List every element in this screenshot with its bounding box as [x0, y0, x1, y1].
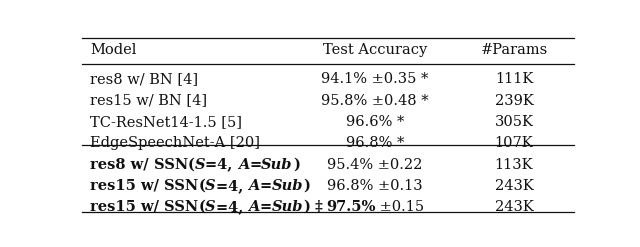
Text: A: A [248, 200, 260, 214]
Text: (: ( [188, 158, 195, 172]
Text: =: = [249, 158, 261, 172]
Text: 94.1% ±0.35 *: 94.1% ±0.35 * [321, 72, 429, 86]
Text: TC-ResNet14-1.5 [5]: TC-ResNet14-1.5 [5] [90, 115, 242, 129]
Text: 95.8% ±0.48 *: 95.8% ±0.48 * [321, 94, 429, 108]
Text: (: ( [198, 200, 205, 214]
Text: S: S [205, 179, 216, 193]
Text: Model: Model [90, 43, 136, 57]
Text: SSN: SSN [164, 179, 198, 193]
Text: =4,: =4, [216, 200, 248, 214]
Text: (: ( [198, 179, 205, 193]
Text: ): ) [303, 200, 310, 214]
Text: ): ) [292, 158, 300, 172]
Text: S: S [195, 158, 205, 172]
Text: ): ) [303, 179, 310, 193]
Text: #Params: #Params [481, 43, 548, 57]
Text: SSN: SSN [154, 158, 188, 172]
Text: =: = [260, 179, 271, 193]
Text: Sub: Sub [271, 200, 303, 214]
Text: A: A [248, 179, 260, 193]
Text: ‡: ‡ [310, 200, 323, 214]
Text: =4,: =4, [216, 179, 248, 193]
Text: 96.8% ±0.13: 96.8% ±0.13 [327, 179, 423, 193]
Text: res15 w/: res15 w/ [90, 200, 164, 214]
Text: 97.5%: 97.5% [326, 200, 375, 214]
Text: 96.6% *: 96.6% * [346, 115, 404, 129]
Text: ±0.15: ±0.15 [375, 200, 424, 214]
Text: 96.8% *: 96.8% * [346, 136, 404, 150]
Text: res8 w/: res8 w/ [90, 158, 154, 172]
Text: 113K: 113K [495, 158, 533, 172]
Text: Test Accuracy: Test Accuracy [323, 43, 428, 57]
Text: res8 w/ BN [4]: res8 w/ BN [4] [90, 72, 198, 86]
Text: =: = [260, 200, 271, 214]
Text: 243K: 243K [495, 200, 533, 214]
Text: res15 w/: res15 w/ [90, 179, 164, 193]
Text: Sub: Sub [271, 179, 303, 193]
Text: Sub: Sub [261, 158, 292, 172]
Text: 239K: 239K [495, 94, 533, 108]
Text: res15 w/ BN [4]: res15 w/ BN [4] [90, 94, 207, 108]
Text: 107K: 107K [495, 136, 533, 150]
Text: EdgeSpeechNet-A [20]: EdgeSpeechNet-A [20] [90, 136, 260, 150]
Text: 95.4% ±0.22: 95.4% ±0.22 [328, 158, 423, 172]
Text: =4,: =4, [205, 158, 238, 172]
Text: 111K: 111K [495, 72, 533, 86]
Text: SSN: SSN [164, 200, 198, 214]
Text: 305K: 305K [495, 115, 534, 129]
Text: 243K: 243K [495, 179, 533, 193]
Text: S: S [205, 200, 216, 214]
Text: A: A [238, 158, 249, 172]
